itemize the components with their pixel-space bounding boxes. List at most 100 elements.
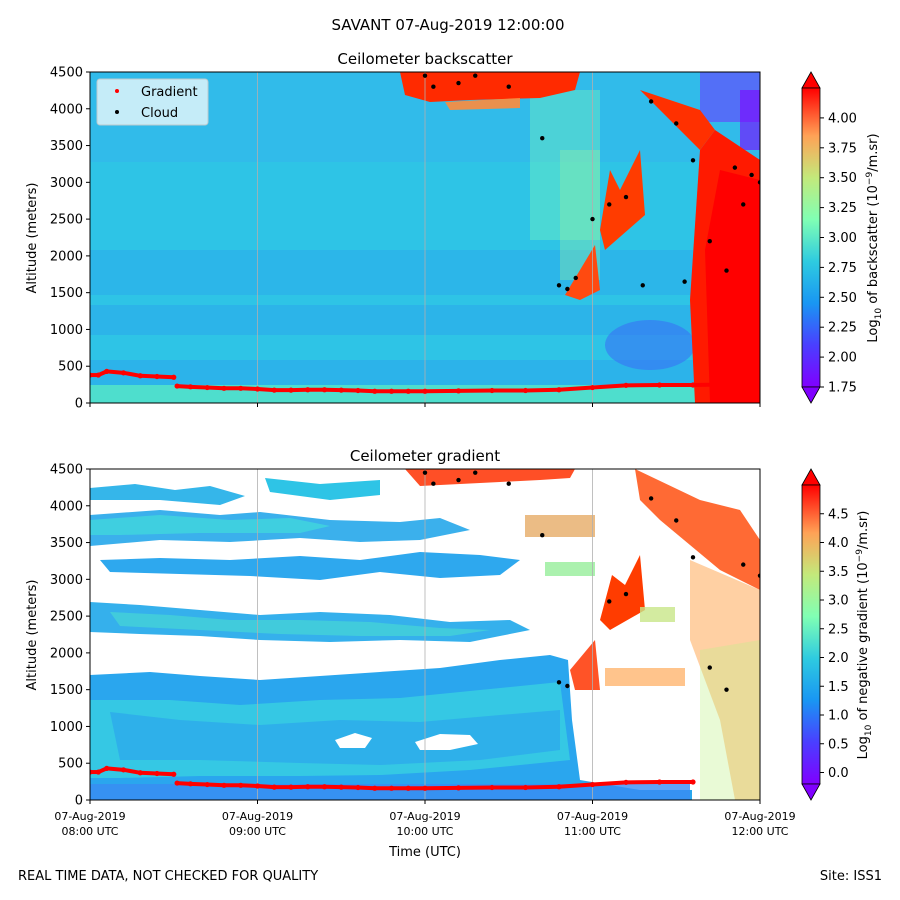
- cloud-point: [757, 573, 760, 578]
- hole-1: [335, 733, 372, 748]
- gradient-trace: [156, 374, 174, 380]
- cloud-point: [741, 562, 746, 567]
- cloud-point: [540, 533, 545, 538]
- gradient-trace: [592, 780, 627, 787]
- cloud-point: [456, 477, 461, 483]
- cloud-point: [707, 665, 712, 670]
- gradient-trace: [240, 783, 258, 789]
- y-tick-label: 4500: [50, 66, 83, 81]
- cloud-band-bl-core: [110, 710, 560, 765]
- cloud-point: [732, 165, 738, 170]
- cloud-point: [674, 121, 679, 126]
- grad-box-3150: [545, 562, 595, 576]
- colorbar2-top-extend: [801, 468, 821, 486]
- cloud-point: [565, 286, 570, 292]
- backscatter-colorbar: 1.75 2.00 2.25 2.50 2.75 3.00 3.25 3.50 3.75 4.00…: [801, 71, 884, 404]
- grad-box-2550: [640, 607, 675, 622]
- gradient-trace: [558, 782, 593, 789]
- gradient-trace: [106, 766, 124, 772]
- gradient-trace: [176, 384, 191, 389]
- gradient-trace: [525, 387, 560, 393]
- grad-1700: [605, 668, 685, 686]
- heatmap-dark-pocket: [740, 90, 760, 150]
- heatmap-blue-pocket: [605, 320, 695, 370]
- gradient-trace: [525, 784, 560, 790]
- colorbar-tick-label: 4.0: [828, 536, 849, 551]
- gradient-trace: [592, 383, 627, 390]
- cloud-point: [607, 599, 612, 604]
- colorbar-tick-label: 3.25: [828, 201, 857, 216]
- gradient-trace: [190, 781, 208, 787]
- y-tick-label: 3500: [50, 139, 83, 154]
- colorbar-tick-label: 2.25: [828, 321, 857, 336]
- y-tick-label: 4000: [50, 102, 83, 117]
- cloud-band-2600b: [110, 612, 490, 636]
- cloud-series-bottom: [422, 470, 760, 692]
- gradient-trace: [176, 781, 191, 786]
- heatmap-upper-orange: [445, 98, 520, 110]
- y-tick-label: 2500: [50, 213, 83, 228]
- heatmap-streak-2: [565, 245, 600, 300]
- cloud-point: [556, 680, 562, 685]
- heatmap-haze: [530, 90, 600, 240]
- grad-upper-red: [405, 469, 575, 486]
- cloud-point: [707, 238, 712, 244]
- colorbar-label: Log10 of backscatter (10−9/m.sr): [865, 133, 884, 342]
- cloud-point: [506, 84, 511, 89]
- gradient-trace: [156, 771, 174, 777]
- gradient-trace: [123, 370, 141, 378]
- y-tick-label: 2000: [50, 249, 83, 264]
- colorbar-tick-label: 3.5: [828, 565, 849, 580]
- grid-bottom: [257, 469, 593, 800]
- x-tick-label-date: 07-Aug-2019: [557, 810, 628, 823]
- y-tick-label: 0: [75, 397, 83, 412]
- cloud-point: [431, 481, 436, 486]
- x-tick-label-date: 07-Aug-2019: [54, 810, 125, 823]
- cloud-point: [607, 202, 612, 207]
- x-tick-label-time: 08:00 UTC: [61, 825, 118, 838]
- cloud-point: [623, 194, 629, 200]
- colorbar-top-extend: [801, 71, 821, 89]
- cloud-point: [422, 73, 428, 78]
- x-tick-label-date: 07-Aug-2019: [222, 810, 293, 823]
- grad-plume: [635, 469, 760, 590]
- x-axis-label: Time (UTC): [388, 845, 461, 860]
- x-tick-label-time: 10:00 UTC: [396, 825, 453, 838]
- y-tick-label: 4000: [50, 499, 83, 514]
- grad-plume-green: [700, 640, 760, 800]
- gradient-trace: [240, 386, 258, 392]
- cloud-point: [431, 84, 436, 89]
- legend-gradient-label: Gradient: [141, 85, 198, 100]
- y-tick-label: 1500: [50, 683, 83, 698]
- colorbar-tick-label: 1.5: [828, 680, 849, 695]
- gradient-trace: [357, 388, 375, 394]
- gradient-trace: [140, 770, 158, 776]
- colorbar-tick-label: 3.0: [828, 594, 849, 609]
- cloud-point: [757, 180, 760, 185]
- x-tick-label-date: 07-Aug-2019: [724, 810, 795, 823]
- y-tick-label: 2500: [50, 610, 83, 625]
- cloud-point: [648, 496, 654, 501]
- cloud-point: [623, 591, 629, 597]
- y-tick-label: 500: [58, 360, 83, 375]
- colorbar2-bottom-extend: [801, 783, 821, 801]
- colorbar2-gradient: [801, 484, 821, 785]
- footer-site: Site: ISS1: [819, 869, 882, 884]
- cloud-point: [506, 481, 511, 486]
- cloud-band-3700b: [90, 515, 330, 535]
- gradient-trace: [190, 384, 208, 390]
- gradient-trace: [257, 387, 275, 393]
- cloud-point: [724, 687, 729, 692]
- legend-cloud-marker: [115, 110, 119, 114]
- y-tick-label: 1000: [50, 323, 83, 338]
- x-tick-label-time: 09:00 UTC: [229, 825, 286, 838]
- cloud-point: [682, 279, 687, 284]
- grad-plume-orange: [690, 560, 760, 800]
- gradient-heatmap: [90, 469, 760, 800]
- cloud-band-4000: [265, 478, 380, 500]
- colorbar-tick-label: 2.5: [828, 622, 849, 637]
- grad-streak: [600, 555, 645, 630]
- gradient-trace: [106, 369, 124, 375]
- x-tick-label-time: 12:00 UTC: [731, 825, 788, 838]
